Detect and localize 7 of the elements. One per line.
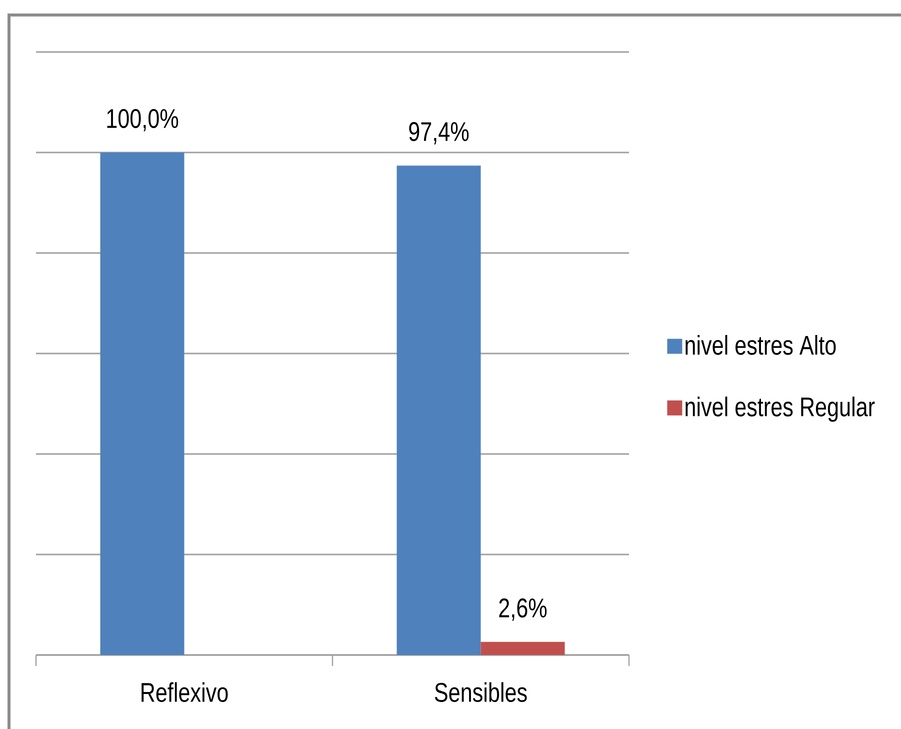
legend-label: nivel estres Alto <box>686 334 836 355</box>
legend-label: nivel estres Regular <box>686 396 875 422</box>
data-label: 100,0% <box>107 108 178 132</box>
data-label: 97,4% <box>409 122 469 144</box>
x-tick-label: Reflexivo <box>142 682 228 702</box>
x-tick-label: Sensibles <box>434 682 527 702</box>
data-label: 2,6% <box>499 598 547 621</box>
